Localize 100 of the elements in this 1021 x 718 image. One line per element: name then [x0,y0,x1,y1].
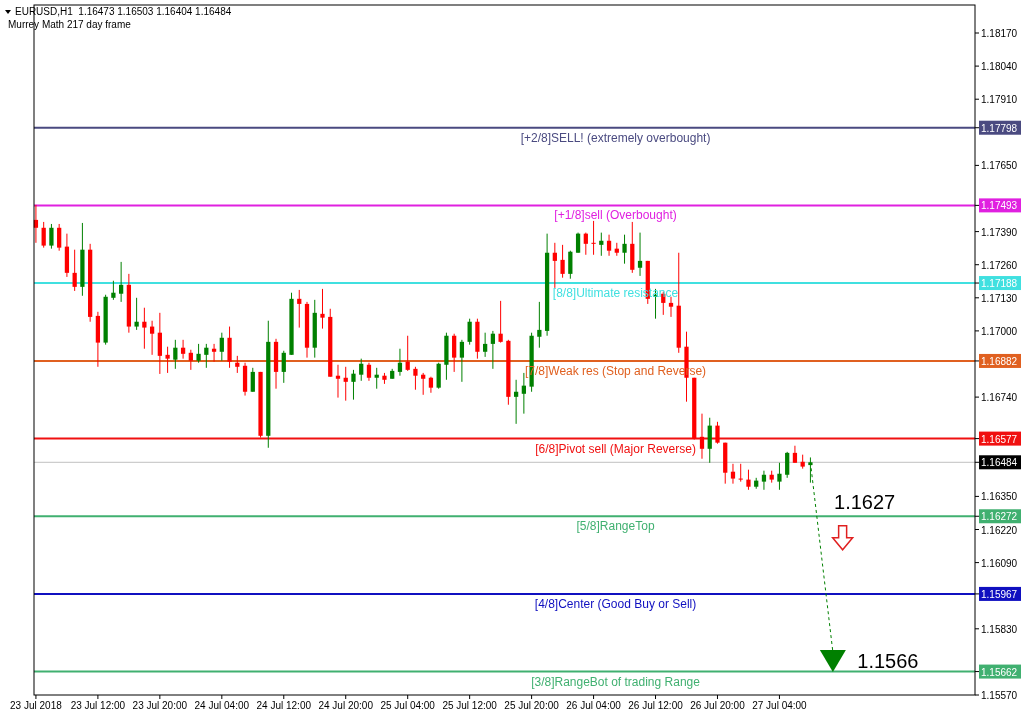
x-tick-label: 26 Jul 12:00 [628,700,684,711]
y-tick-label: 1.17260 [981,259,1018,271]
candlestick [57,223,62,252]
candlestick [281,350,286,384]
y-tick-label: 1.17188 [981,278,1018,290]
x-tick-label: 23 Jul 2018 [10,700,63,711]
candlestick [111,280,116,301]
x-tick-label: 24 Jul 04:00 [194,700,250,711]
ref-line-label: [5/8]RangeTop [576,519,655,534]
candlestick [490,330,496,370]
y-tick-label: 1.17493 [981,200,1018,212]
x-tick-label: 24 Jul 20:00 [318,700,374,711]
candlestick [250,367,255,393]
candlestick [436,362,441,390]
candlestick [142,307,147,350]
y-tick-label: 1.16272 [981,511,1018,523]
candlestick [537,301,542,349]
candlestick [483,332,488,358]
x-tick-label: 25 Jul 12:00 [442,700,498,711]
candlestick [452,333,457,373]
candlestick [637,232,643,277]
candlestick [583,232,588,256]
candlestick [568,250,573,280]
y-tick-label: 1.18170 [981,28,1018,40]
candlestick [49,223,54,250]
y-tick-label: 1.17650 [981,160,1018,172]
y-tick-label: 1.16090 [981,557,1018,569]
y-tick-label: 1.16220 [981,524,1018,536]
candlestick [405,335,410,372]
candlestick [699,413,705,460]
candlestick [359,358,364,382]
candlestick [513,379,519,425]
candlestick [467,318,472,346]
y-tick-label: 1.17000 [981,325,1018,337]
candlestick [498,300,503,344]
ref-line-label: [4/8]Center (Good Buy or Sell) [534,596,697,611]
candlestick [785,451,790,479]
candlestick [180,339,186,360]
candlestick [622,234,627,265]
candlestick [560,244,565,279]
candlestick [459,339,465,383]
ref-line-label: [3/8]RangeBot of trading Range [531,674,701,689]
candlestick [777,462,782,491]
candlestick [320,288,325,330]
candlestick [227,326,232,369]
candlestick [413,366,418,391]
y-tick-label: 1.16350 [981,491,1018,503]
candlestick [204,343,209,369]
x-tick-label: 26 Jul 20:00 [690,700,746,711]
candlestick [421,372,426,396]
y-tick-label: 1.15830 [981,623,1018,635]
ref-line-label: [6/8]Pivot sell (Major Reverse) [535,441,696,456]
candlestick [606,234,612,257]
y-tick-label: 1.17390 [981,226,1018,238]
y-tick-label: 1.18040 [981,61,1018,73]
candlestick [134,297,139,331]
annotation: 1.1566 [857,650,919,673]
candlestick [761,470,767,491]
candlestick [157,312,162,375]
y-tick-label: 1.17798 [981,122,1018,134]
candlestick [707,417,712,464]
y-tick-label: 1.16577 [981,433,1018,445]
candlestick [188,349,193,371]
candlestick [599,232,604,257]
x-tick-label: 23 Jul 12:00 [70,700,126,711]
candlestick [738,463,743,483]
candlestick [119,261,124,303]
candlestick [343,366,348,402]
candlestick [196,343,201,364]
ref-line-label: [+1/8]sell (Overbought) [554,208,677,223]
candlestick [41,221,46,249]
ref-line-label: [+2/8]SELL! (extremely overbought) [520,130,711,145]
candlestick [173,339,178,370]
text: Murrey Math 217 day frame [8,19,132,30]
candlestick [149,320,155,356]
candlestick [211,343,217,363]
candlestick [746,469,751,491]
x-tick-label: 26 Jul 04:00 [566,700,622,711]
candlestick [335,364,341,399]
x-tick-label: 25 Jul 20:00 [504,700,560,711]
x-tick-label: 24 Jul 12:00 [256,700,312,711]
x-tick-label: 27 Jul 04:00 [752,700,808,711]
candlestick [730,463,736,485]
candlestick [575,232,581,254]
candlestick [374,367,379,390]
candlestick [351,369,356,401]
candlestick [366,362,372,382]
y-tick-label: 1.15662 [981,666,1018,678]
y-tick-label: 1.16740 [981,392,1018,404]
y-tick-label: 1.16484 [981,457,1018,469]
candlestick [591,220,596,256]
y-tick-label: 1.16882 [981,355,1018,367]
candlestick [521,372,526,415]
y-tick-label: 1.17910 [981,94,1018,106]
chart-title: EURUSD,H1 1.16473 1.16503 1.16404 1.16484 [15,6,232,17]
candlestick [297,289,302,329]
candlestick [552,242,557,289]
candlestick [219,332,224,362]
candlestick [715,421,720,445]
candlestick [397,348,403,377]
